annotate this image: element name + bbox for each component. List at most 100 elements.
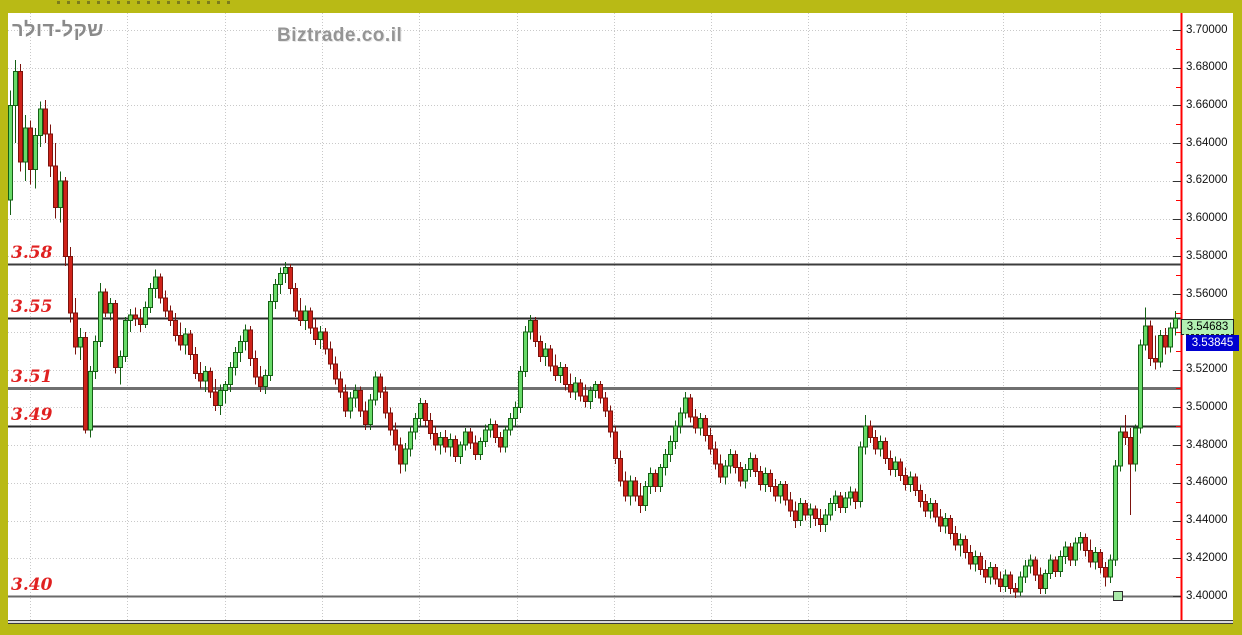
candle-body-down [633, 480, 638, 497]
candle-body-down [623, 480, 628, 497]
candle-body-up [458, 444, 463, 457]
candle-body-down [258, 376, 263, 388]
candle-body-down [363, 410, 368, 425]
candle-body-up [348, 397, 353, 412]
candle-body-up [1058, 555, 1063, 572]
candle-body-up [1168, 327, 1173, 348]
candle-body-up [893, 461, 898, 471]
candle-body-down [813, 508, 818, 520]
axis-tick-label: 3.44000 [1186, 514, 1228, 527]
candle-body-down [868, 425, 873, 439]
candle-body-down [188, 333, 193, 356]
candle-body-up [1118, 431, 1123, 467]
candle-body-up [238, 340, 243, 354]
axis-tick-label: 3.66000 [1186, 98, 1228, 111]
candle-body-down [938, 516, 943, 527]
candle-body-down [693, 416, 698, 429]
candle-body-down [493, 423, 498, 439]
candle-body-down [1103, 567, 1108, 578]
candle-body-down [703, 418, 708, 437]
axis-tick-label: 3.64000 [1186, 136, 1228, 149]
candle-body-down [1123, 431, 1128, 439]
candle-body-up [223, 384, 228, 391]
candle-body-up [1138, 344, 1143, 429]
candle-body-up [1173, 318, 1178, 329]
candle-body-up [843, 497, 848, 508]
bottom-frame-fill [8, 621, 1233, 623]
candle-body-down [708, 435, 713, 450]
candle-body-down [1148, 325, 1153, 359]
candle-body-up [78, 337, 83, 348]
level-label-3.49: 3.49 [11, 404, 53, 425]
candle-body-up [353, 389, 358, 399]
candle-body-up [413, 418, 418, 433]
candle-body-up [743, 469, 748, 482]
candle-body-down [473, 442, 478, 455]
candle-body-down [608, 410, 613, 433]
candle-body-up [673, 425, 678, 442]
candle-body-down [48, 133, 53, 167]
level-label-3.40: 3.40 [11, 575, 53, 595]
candle-body-down [298, 310, 303, 322]
candle-body-down [468, 431, 473, 444]
candle-body-up [798, 503, 803, 522]
candle-body-up [483, 429, 488, 442]
candle-body-up [748, 457, 753, 471]
candle-body-down [883, 440, 888, 459]
candle-body-down [563, 367, 568, 386]
candle-body-down [688, 397, 693, 418]
candle-body-up [403, 448, 408, 465]
candle-body-down [1083, 537, 1088, 552]
candle-body-up [698, 418, 703, 429]
candle-body-up [148, 287, 153, 308]
candle-body-down [818, 518, 823, 525]
candle-body-down [773, 486, 778, 497]
candle-body-up [1078, 537, 1083, 544]
candle-body-up [8, 104, 13, 201]
candle-body-up [858, 446, 863, 503]
candle-body-up [203, 370, 208, 382]
candle-body-down [383, 391, 388, 414]
candle-body-up [123, 320, 128, 357]
candle-body-down [163, 297, 168, 312]
axis-tick-label: 3.42000 [1186, 551, 1228, 564]
candle-body-up [1093, 552, 1098, 563]
candle-body-up [318, 331, 323, 340]
candle-body-down [73, 312, 78, 348]
candle-body-down [498, 437, 503, 448]
candle-body-up [588, 389, 593, 403]
line-drag-handle[interactable] [1113, 591, 1123, 601]
clipped-window-text [57, 1, 232, 4]
candle-body-down [133, 314, 138, 320]
candle-body-up [658, 467, 663, 488]
candle-body-up [558, 367, 563, 376]
price-tag-blue: 3.53845 [1186, 335, 1239, 351]
candle-body-down [198, 372, 203, 382]
candle-body-up [908, 476, 913, 486]
candle-body-up [33, 135, 38, 171]
candle-body-up [1003, 574, 1008, 588]
candle-body-up [763, 472, 768, 486]
candle-body-down [453, 438, 458, 457]
candle-body-down [653, 472, 658, 488]
candle-body-down [328, 348, 333, 365]
level-label-3.55: 3.55 [11, 296, 53, 317]
candle-body-up [973, 555, 978, 565]
candle-body-up [573, 382, 578, 393]
candle-body-down [253, 357, 258, 378]
candle-body-down [1033, 559, 1038, 576]
candle-body-down [423, 403, 428, 422]
candle-body-up [13, 71, 18, 106]
candle-body-up [833, 495, 838, 505]
candle-body-down [1038, 574, 1043, 589]
candle-body-down [923, 501, 928, 512]
candle-body-up [523, 331, 528, 372]
candle-body-down [1163, 335, 1168, 348]
candle-body-down [538, 340, 543, 357]
candle-body-up [278, 272, 283, 286]
candle-body-down [838, 495, 843, 508]
candle-body-down [738, 467, 743, 482]
candle-body-down [888, 457, 893, 471]
candle-body-up [408, 431, 413, 450]
